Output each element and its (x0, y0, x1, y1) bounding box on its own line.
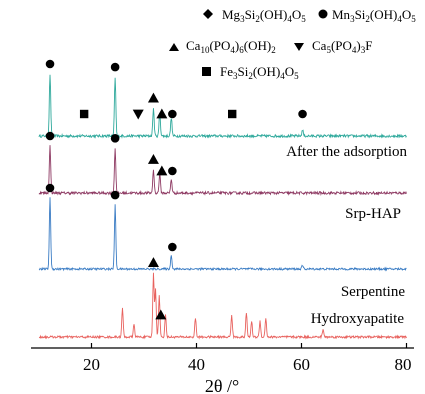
legend-triangle-up-icon (169, 43, 179, 51)
legend-label-mn-serpentine: Mn3Si2(OH)4O5 (332, 7, 416, 24)
peak-marker-circle-icon (298, 109, 307, 119)
x-tick-label-40: 40 (188, 355, 205, 374)
legend-diamond-icon (203, 9, 213, 19)
legend-label-fluorapatite: Ca5(PO4)3F (312, 38, 372, 55)
legend-square-icon (202, 67, 211, 76)
peak-marker-triangle-up-icon (156, 108, 168, 119)
series-layer (38, 74, 407, 340)
legend-label-hydroxyapatite: Ca10(PO4)6(OH)2 (186, 38, 276, 55)
series-trace-3 (38, 272, 407, 340)
series-label-hydroxyapatite: Hydroxyapatite (311, 311, 405, 327)
legend: Mg3Si2(OH)4O5 Mn3Si2(OH)4O5 Ca10(PO4)6(O… (169, 7, 416, 81)
series-trace-1 (38, 145, 407, 196)
peak-marker-circle-icon (45, 59, 55, 69)
x-axis-title: 2θ /° (205, 376, 239, 394)
series-label-serpentine: Serpentine (341, 284, 405, 300)
series-trace-0 (38, 74, 407, 139)
peak-marker-triangle-up-icon (147, 154, 159, 164)
peak-marker-circle-icon (110, 134, 120, 143)
x-tick-label-60: 60 (293, 355, 310, 374)
peak-marker-layer (45, 59, 307, 320)
series-label-after-adsorption: After the adsorption (286, 144, 407, 160)
peak-marker-circle-icon (110, 190, 120, 200)
peak-marker-circle-icon (168, 109, 177, 119)
axes: 20 40 60 80 2θ /° (31, 343, 414, 394)
legend-triangle-down-icon (294, 43, 304, 51)
legend-label-fe-serpentine: Fe3Si2(OH)4O5 (220, 64, 299, 81)
peak-marker-triangle-up-icon (156, 165, 168, 176)
peak-marker-circle-icon (45, 131, 55, 141)
peak-marker-square-icon (228, 109, 237, 119)
legend-circle-icon (318, 9, 328, 19)
peak-marker-triangle-up-icon (155, 309, 167, 320)
peak-marker-triangle-up-icon (147, 92, 159, 103)
series-trace-2 (38, 197, 407, 272)
peak-marker-circle-icon (168, 166, 177, 176)
legend-label-mg-serpentine: Mg3Si2(OH)4O5 (222, 7, 306, 24)
x-tick-label-80: 80 (395, 355, 412, 374)
series-label-srp-hap: Srp-HAP (345, 206, 401, 222)
peak-marker-triangle-down-icon (132, 109, 144, 120)
peak-marker-triangle-up-icon (147, 257, 159, 267)
peak-marker-square-icon (79, 109, 89, 119)
x-tick-label-20: 20 (83, 355, 100, 374)
peak-marker-circle-icon (45, 183, 55, 193)
series-labels: After the adsorption Srp-HAP Serpentine … (286, 144, 407, 327)
peak-marker-circle-icon (110, 62, 120, 72)
peak-marker-circle-icon (168, 242, 177, 252)
